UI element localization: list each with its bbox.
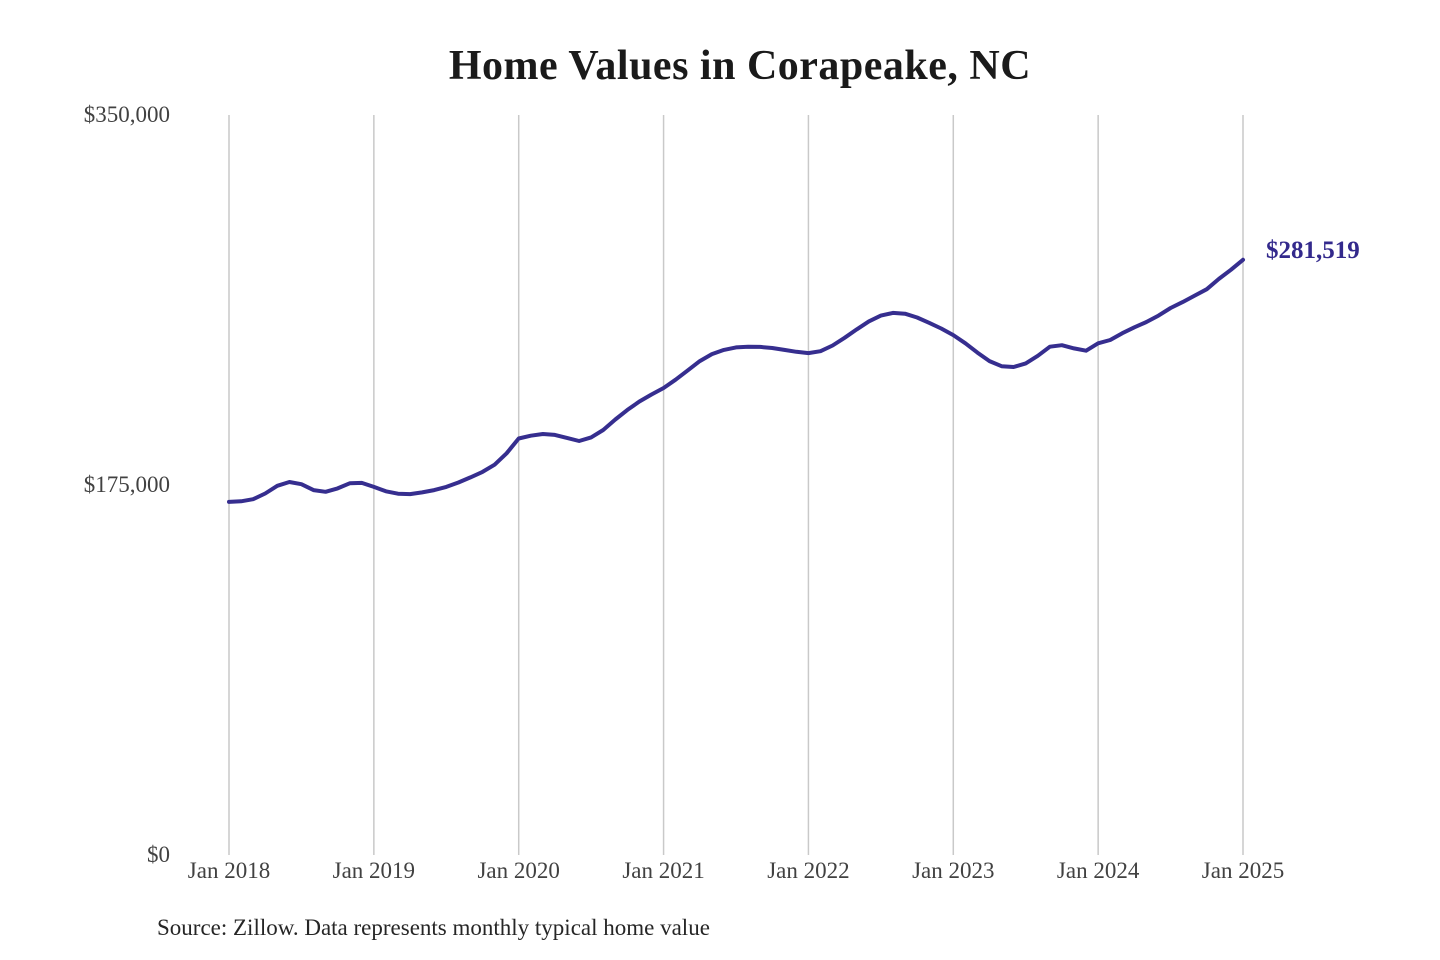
x-tick-label: Jan 2019 <box>332 858 416 883</box>
vertical-gridlines <box>228 115 1244 855</box>
x-tick-label: Jan 2025 <box>1201 858 1285 883</box>
chart-title: Home Values in Corapeake, NC <box>448 43 1032 89</box>
x-tick-label: Jan 2024 <box>1056 858 1140 883</box>
x-tick-label: Jan 2022 <box>767 858 850 883</box>
x-tick-label: Jan 2020 <box>477 858 560 883</box>
x-tick-label: Jan 2023 <box>912 858 995 883</box>
x-tick-label: Jan 2018 <box>187 858 271 883</box>
home-value-line <box>227 257 1245 504</box>
y-axis-label-350000: $350,000 <box>83 102 170 127</box>
y-axis-label-0: $0 <box>147 842 170 867</box>
source-note: Source: Zillow. Data represents monthly … <box>157 915 710 940</box>
y-axis-label-175000: $175,000 <box>83 472 170 497</box>
current-value-label: $281,519 <box>1266 237 1360 264</box>
x-tick-label: Jan 2021 <box>622 858 705 883</box>
